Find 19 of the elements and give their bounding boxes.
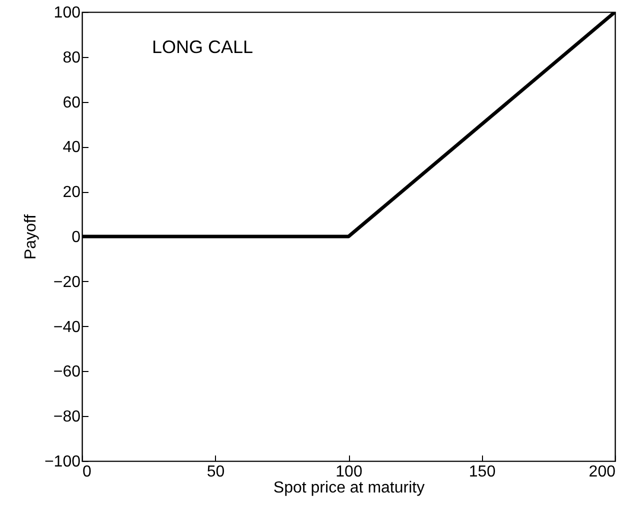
x-tick-label: 150 bbox=[468, 464, 496, 480]
annotation: LONG CALL bbox=[152, 37, 254, 57]
y-tick-label: −80 bbox=[53, 408, 81, 426]
y-tick-label: −40 bbox=[53, 318, 81, 336]
y-tick-label: −100 bbox=[44, 454, 81, 470]
x-axis-title: Spot price at maturity bbox=[273, 480, 425, 496]
y-tick-label: 60 bbox=[62, 94, 81, 112]
x-tick-label: 50 bbox=[206, 464, 225, 480]
x-tick-label: 200 bbox=[588, 464, 616, 480]
y-tick-label: 0 bbox=[72, 229, 81, 246]
y-tick-label: 100 bbox=[54, 4, 81, 22]
x-tick-label: 0 bbox=[82, 464, 92, 480]
y-tick-label: 80 bbox=[62, 49, 81, 66]
x-tick-label: 100 bbox=[336, 464, 362, 480]
y-tick-label: −20 bbox=[53, 274, 81, 291]
y-axis-title: Payoff bbox=[22, 214, 40, 260]
y-tick-label: −60 bbox=[53, 364, 81, 381]
y-tick-label: 20 bbox=[62, 184, 81, 202]
y-tick-label: 40 bbox=[62, 139, 81, 156]
